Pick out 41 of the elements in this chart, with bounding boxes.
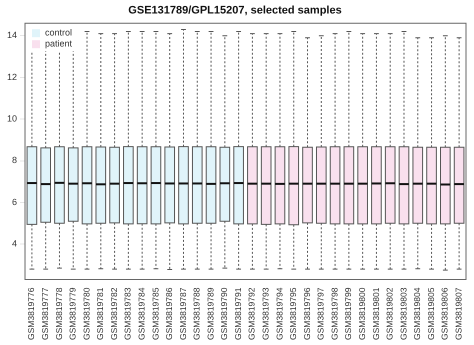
x-tick-label: GSM3819792	[246, 287, 257, 340]
x-tick-label: GSM3819800	[356, 287, 367, 340]
x-tick-label: GSM3819806	[440, 287, 450, 340]
x-tick-label: GSM3819790	[219, 287, 230, 340]
y-tick-label: 8	[12, 155, 18, 166]
y-tick-label: 6	[12, 196, 18, 207]
y-tick-label: 12	[6, 72, 18, 82]
x-tick-label: GSM3819799	[343, 287, 354, 340]
x-tick-label: GSM3819789	[205, 287, 216, 340]
chart-title: GSE131789/GPL15207, selected samples	[128, 4, 342, 17]
x-tick-label: GSM3819779	[68, 287, 78, 340]
x-tick-label: GSM3819802	[384, 287, 395, 340]
y-tick-label: 14	[6, 30, 18, 40]
x-tick-label: GSM3819780	[81, 287, 92, 340]
x-tick-label: GSM3819797	[316, 287, 326, 340]
x-tick-label: GSM3819804	[412, 287, 422, 340]
legend-label: control	[45, 28, 72, 38]
legend-label: patient	[45, 38, 73, 49]
x-tick-label: GSM3819777	[40, 287, 50, 340]
x-tick-label: GSM3819788	[192, 287, 202, 340]
x-tick-label: GSM3819791	[232, 287, 243, 340]
x-tick-label: GSM3819781	[95, 287, 106, 340]
x-tick-label: GSM3819793	[260, 287, 271, 340]
x-tick-label: GSM3819787	[178, 287, 188, 340]
x-tick-label: GSM3819785	[150, 287, 160, 340]
x-tick-label: GSM3819783	[122, 287, 133, 340]
x-tick-label: GSM3819782	[108, 287, 119, 340]
x-tick-label: GSM3819776	[26, 287, 36, 340]
y-tick-label: 10	[6, 114, 18, 124]
x-tick-label: GSM3819786	[164, 287, 174, 340]
x-tick-label: GSM3819796	[302, 287, 312, 340]
x-tick-label: GSM3819795	[288, 287, 298, 340]
x-tick-label: GSM3819784	[136, 287, 146, 340]
x-tick-label: GSM3819801	[370, 287, 381, 340]
x-tick-label: GSM3819807	[453, 287, 464, 340]
y-tick-label: 4	[12, 238, 18, 249]
x-tick-label: GSM3819778	[54, 287, 64, 340]
x-tick-label: GSM3819805	[426, 287, 436, 340]
x-tick-label: GSM3819803	[398, 287, 408, 340]
x-tick-label: GSM3819794	[274, 287, 284, 340]
x-tick-label: GSM3819798	[329, 287, 340, 340]
